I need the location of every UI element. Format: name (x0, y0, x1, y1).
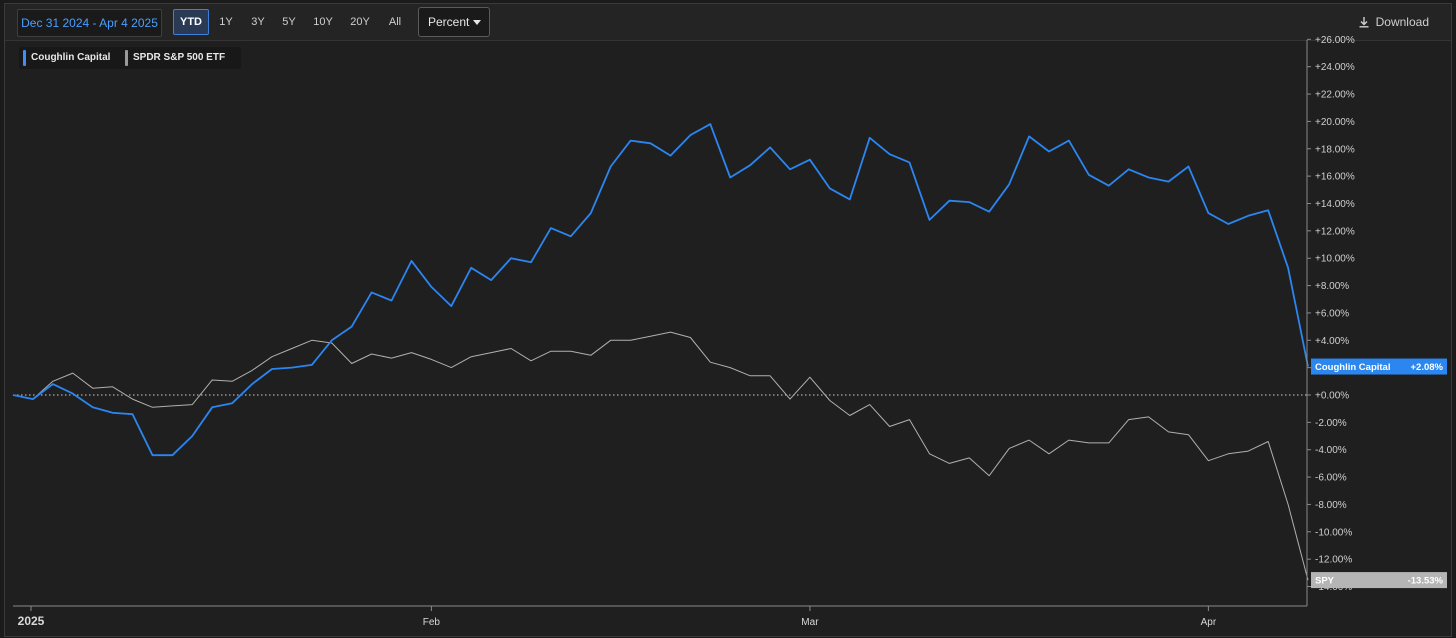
end-label-name: SPY (1315, 576, 1335, 587)
y-tick-label: +22.00% (1315, 90, 1355, 101)
end-label-background (1311, 358, 1447, 375)
end-label-name: Coughlin Capital (1315, 362, 1390, 373)
x-tick-label: Apr (1201, 617, 1217, 628)
y-tick-label: +12.00% (1315, 226, 1355, 237)
x-tick-label: Mar (801, 617, 819, 628)
download-icon (1359, 17, 1369, 28)
y-tick-label: -4.00% (1315, 445, 1347, 456)
x-tick-label: 2025 (18, 614, 45, 628)
y-tick-label: +6.00% (1315, 308, 1349, 319)
range-10y-button[interactable]: 10Y (313, 16, 333, 28)
y-tick-label: +10.00% (1315, 254, 1355, 265)
y-tick-label: +0.00% (1315, 391, 1349, 402)
legend-swatch-coughlin (23, 50, 26, 66)
range-20y-button[interactable]: 20Y (350, 16, 370, 28)
y-tick-label: +16.00% (1315, 172, 1355, 183)
spy-end-label: SPY -13.53% (1311, 572, 1447, 589)
range-1y-button[interactable]: 1Y (219, 16, 233, 28)
chart-window: Dec 31 2024 - Apr 4 2025 YTD 1Y 3Y 5Y 10… (4, 3, 1452, 637)
legend-item-coughlin[interactable]: Coughlin Capital (19, 47, 131, 69)
y-tick-label: +20.00% (1315, 117, 1355, 128)
legend-label-spy: SPDR S&P 500 ETF (133, 52, 226, 63)
y-tick-label: +8.00% (1315, 281, 1349, 292)
y-tick-label: -2.00% (1315, 418, 1347, 429)
range-5y-button[interactable]: 5Y (282, 16, 296, 28)
y-tick-label: +26.00% (1315, 35, 1355, 46)
download-label: Download (1375, 15, 1429, 29)
coughlin-series-line (12, 123, 1309, 457)
spy-series-line (12, 331, 1309, 581)
end-label-value: +2.08% (1411, 362, 1444, 373)
chart-toolbar: Dec 31 2024 - Apr 4 2025 YTD 1Y 3Y 5Y 10… (5, 4, 1451, 41)
range-all-button[interactable]: All (388, 16, 402, 28)
date-range-picker[interactable]: Dec 31 2024 - Apr 4 2025 (17, 9, 162, 37)
legend-swatch-spy (125, 50, 128, 66)
end-label-background (1311, 572, 1447, 589)
y-tick-label: -6.00% (1315, 473, 1347, 484)
legend-label-coughlin: Coughlin Capital (31, 52, 111, 63)
y-tick-label: +14.00% (1315, 199, 1355, 210)
range-ytd-button[interactable]: YTD (173, 9, 209, 35)
line-chart: +26.00% +24.00% +22.00% +20.00% +18.00% +16.0… (12, 35, 1447, 628)
download-button[interactable]: Download (1358, 12, 1429, 32)
y-tick-label: +4.00% (1315, 336, 1349, 347)
end-label-value: -13.53% (1408, 576, 1444, 587)
y-tick-label: -8.00% (1315, 500, 1347, 511)
x-tick-label: Feb (423, 617, 441, 628)
y-tick-label: -10.00% (1315, 527, 1352, 538)
range-3y-button[interactable]: 3Y (251, 16, 265, 28)
y-tick-label: +24.00% (1315, 62, 1355, 73)
display-mode-label: Percent (428, 15, 470, 29)
coughlin-end-label: Coughlin Capital +2.08% (1311, 358, 1447, 375)
y-tick-label: -12.00% (1315, 555, 1352, 566)
y-tick-label: +18.00% (1315, 144, 1355, 155)
legend-item-spy[interactable]: SPDR S&P 500 ETF (121, 47, 241, 69)
chevron-down-icon (473, 20, 481, 25)
display-mode-dropdown[interactable]: Percent (418, 7, 490, 37)
